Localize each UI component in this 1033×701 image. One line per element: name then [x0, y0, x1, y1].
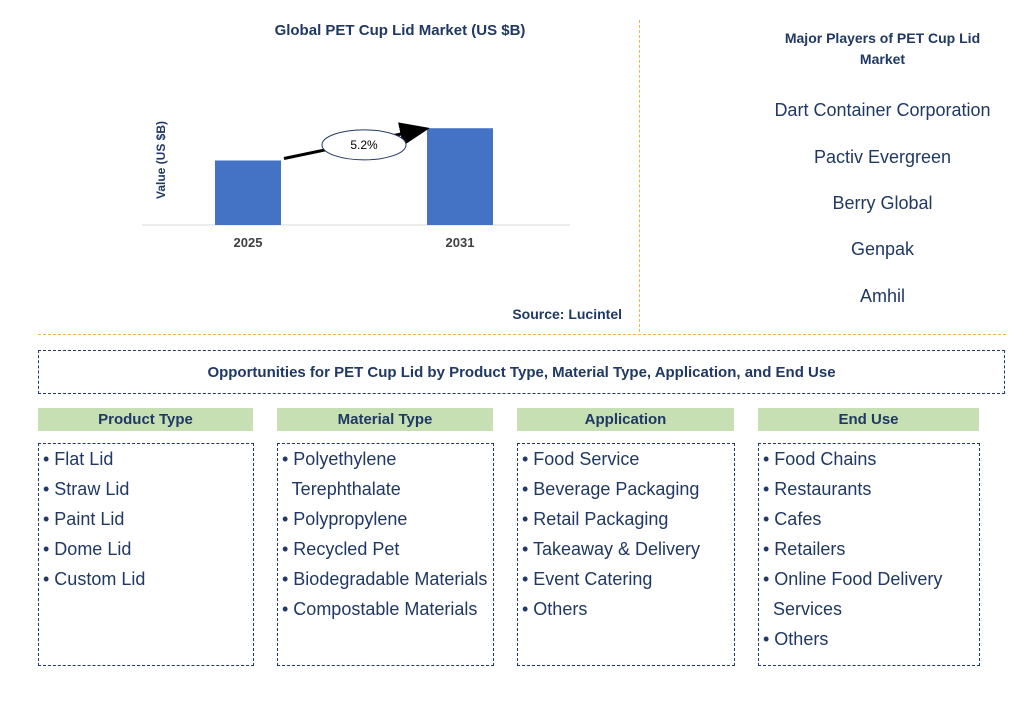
player-item: Amhil — [859, 286, 905, 306]
player-item: Dart Container Corporation — [774, 100, 991, 120]
y-axis-label: Value (US $B) — [154, 121, 168, 199]
column-header-product-type: Product Type — [38, 408, 253, 431]
list-item: Services — [763, 599, 843, 619]
list-item: • Flat Lid — [43, 449, 114, 469]
list-item: • Recycled Pet — [282, 539, 400, 559]
list-item: • Takeaway & Delivery — [522, 539, 701, 559]
application-list: • Food Service • Beverage Packaging • Re… — [517, 443, 735, 666]
list-item: • Retail Packaging — [522, 509, 669, 529]
list-item: • Food Service — [522, 449, 640, 469]
list-item: Terephthalate — [282, 479, 401, 499]
list-item: • Dome Lid — [43, 539, 132, 559]
chart-title: Global PET Cup Lid Market (US $B) — [274, 22, 526, 39]
end-use-list: • Food Chains • Restaurants • Cafes • Re… — [758, 443, 980, 666]
source-label: Source: Lucintel — [512, 306, 622, 322]
bar-chart: Value (US $B) 2025 2031 5.2% — [142, 121, 570, 250]
list-item: • Others — [522, 599, 588, 619]
material-type-list: • Polyethylene Terephthalate • Polypropy… — [277, 443, 494, 666]
opportunities-title: Opportunities for PET Cup Lid by Product… — [38, 350, 1005, 394]
player-item: Pactiv Evergreen — [813, 147, 952, 167]
list-item: • Biodegradable Materials — [282, 569, 488, 589]
bar-2031 — [427, 128, 493, 225]
list-item: • Others — [763, 629, 829, 649]
cagr-bubble — [321, 129, 407, 161]
list-item: • Cafes — [763, 509, 822, 529]
list-item: • Paint Lid — [43, 509, 125, 529]
column-header-application: Application — [517, 408, 734, 431]
horizontal-divider — [38, 334, 1006, 335]
x-tick-label: 2031 — [446, 235, 475, 250]
list-item: • Polypropylene — [282, 509, 408, 529]
list-item: • Restaurants — [763, 479, 872, 499]
list-item: • Event Catering — [522, 569, 653, 589]
player-item: Genpak — [850, 239, 915, 259]
cagr-label: 5.2% — [350, 138, 378, 152]
players-title: Major Players of PET Cup Lid Market — [784, 30, 981, 67]
list-item: • Compostable Materials — [282, 599, 478, 619]
list-item: • Custom Lid — [43, 569, 146, 589]
list-item: • Beverage Packaging — [522, 479, 700, 499]
list-item: • Polyethylene — [282, 449, 397, 469]
bar-2025 — [215, 160, 281, 225]
list-item: • Straw Lid — [43, 479, 130, 499]
list-item: • Retailers — [763, 539, 846, 559]
x-tick-label: 2025 — [234, 235, 263, 250]
column-header-material-type: Material Type — [277, 408, 493, 431]
list-item: • Food Chains — [763, 449, 877, 469]
product-type-list: • Flat Lid • Straw Lid • Paint Lid • Dom… — [38, 443, 254, 666]
list-item: • Online Food Delivery — [763, 569, 943, 589]
player-item: Berry Global — [832, 193, 933, 213]
column-header-end-use: End Use — [758, 408, 979, 431]
vertical-divider — [639, 20, 640, 332]
